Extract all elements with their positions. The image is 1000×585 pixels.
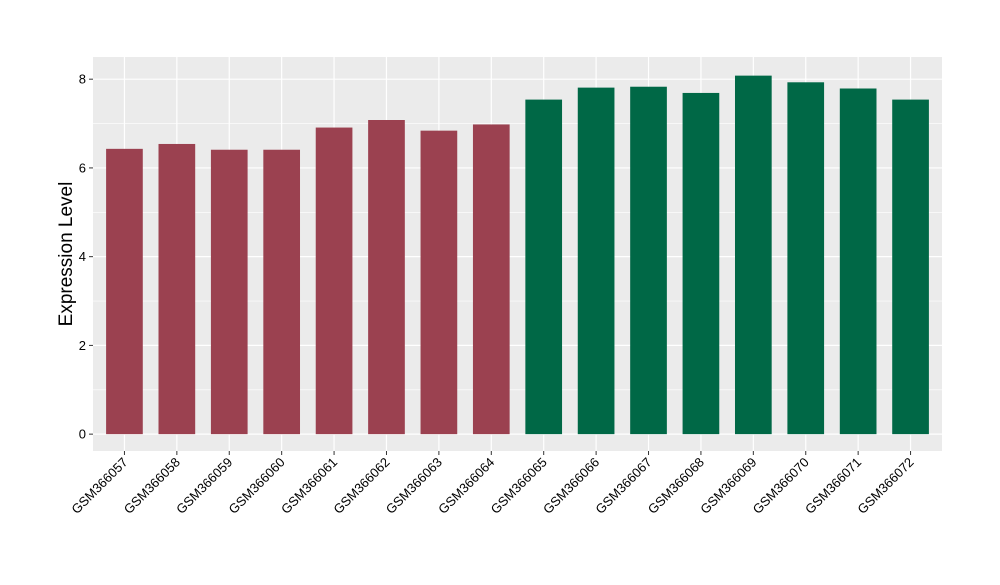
bar-GSM366062 <box>368 120 405 435</box>
y-tick-label: 4 <box>79 249 86 264</box>
y-axis-label: Expression Level <box>56 182 77 327</box>
bar-GSM366061 <box>315 127 353 435</box>
bar-GSM366058 <box>158 143 196 435</box>
bar-GSM366070 <box>787 82 825 435</box>
y-tick-label: 2 <box>79 338 86 353</box>
bar-GSM366072 <box>892 99 929 435</box>
y-tick-label: 8 <box>79 72 86 87</box>
bar-GSM366068 <box>682 92 720 435</box>
bar-GSM366064 <box>472 124 510 435</box>
y-tick-label: 0 <box>79 427 86 442</box>
bar-GSM366066 <box>577 87 615 435</box>
bar-GSM366060 <box>263 149 301 435</box>
y-tick-label: 6 <box>79 160 86 175</box>
bar-GSM366071 <box>839 88 877 435</box>
bar-series <box>106 75 929 435</box>
x-tick-label: GSM366072 <box>854 455 916 517</box>
bar-GSM366059 <box>210 149 248 435</box>
bar-GSM366067 <box>630 86 667 435</box>
x-axis: GSM366057GSM366058GSM366059GSM366060GSM3… <box>68 451 917 517</box>
bar-GSM366063 <box>420 130 458 435</box>
bar-GSM366057 <box>106 148 143 435</box>
y-axis: 0 2 4 6 8 <box>79 72 93 442</box>
bar-GSM366065 <box>525 99 563 435</box>
bar-GSM366069 <box>734 75 772 435</box>
